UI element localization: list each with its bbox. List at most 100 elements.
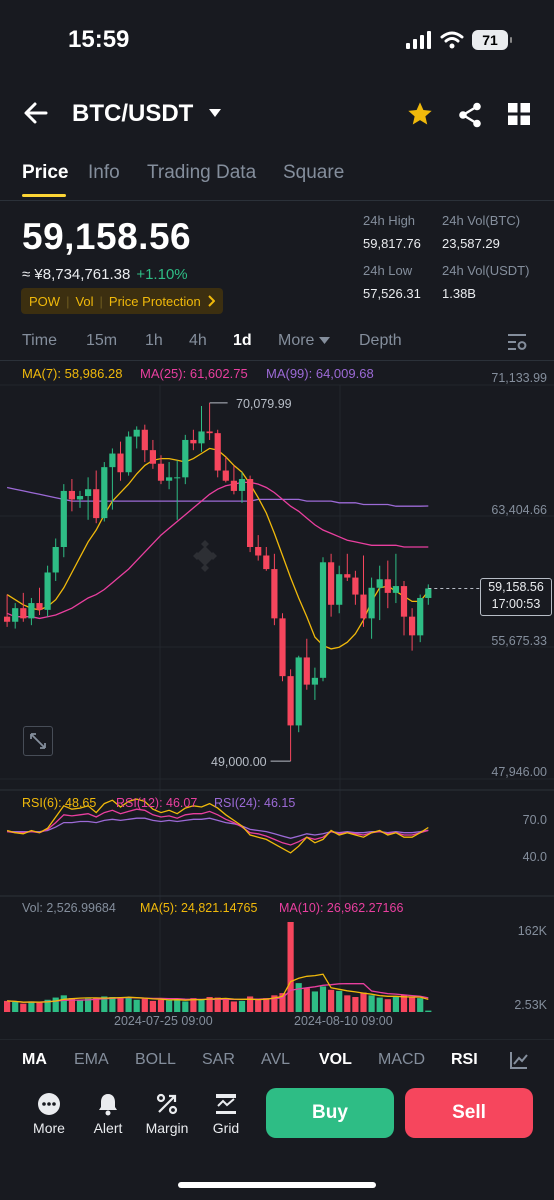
interval-time[interactable]: Time xyxy=(22,332,57,349)
candle xyxy=(174,460,181,520)
volume-bar xyxy=(238,1000,246,1012)
candle xyxy=(392,553,399,604)
more-label: More xyxy=(33,1120,65,1136)
candle xyxy=(425,584,432,605)
more-button[interactable]: More xyxy=(19,1088,79,1136)
chart-settings-icon[interactable] xyxy=(507,333,527,351)
last-price-tag[interactable]: 59,158.56 17:00:53 xyxy=(480,578,552,616)
interval-15m[interactable]: 15m xyxy=(86,332,118,349)
candle-body xyxy=(392,586,399,593)
candle-body xyxy=(109,453,116,468)
volume-bar xyxy=(117,998,124,1012)
volume-bar xyxy=(20,1003,27,1012)
candle-body xyxy=(352,577,359,595)
volume-bar xyxy=(295,983,302,1012)
tab-trading-data[interactable]: Trading Data xyxy=(147,162,257,183)
candle xyxy=(360,555,367,627)
back-arrow-icon[interactable] xyxy=(22,98,50,128)
price-change: +1.10% xyxy=(136,266,188,283)
alert-button[interactable]: Alert xyxy=(78,1088,138,1136)
indicator-boll[interactable]: BOLL xyxy=(135,1051,176,1068)
candle-body xyxy=(174,477,181,479)
volume-bar xyxy=(271,995,278,1012)
rsi12-label: RSI(12): 46.07 xyxy=(116,796,198,810)
candle xyxy=(101,462,108,522)
share-icon[interactable] xyxy=(458,102,482,128)
candle-body xyxy=(425,588,432,598)
volume-bar xyxy=(190,998,197,1012)
caret-down-icon[interactable] xyxy=(208,108,222,118)
tag-vol[interactable]: Vol xyxy=(75,293,94,309)
caret-down-icon xyxy=(319,337,331,344)
candle-body xyxy=(141,429,148,451)
layout-grid-icon[interactable] xyxy=(508,103,530,125)
vol-axis-top: 162K xyxy=(517,924,547,938)
candle-body xyxy=(85,489,92,497)
buy-button[interactable]: Buy xyxy=(266,1088,394,1138)
ma7-line xyxy=(6,447,429,650)
candle-body xyxy=(206,431,213,434)
candle xyxy=(255,535,262,561)
indicator-sar[interactable]: SAR xyxy=(202,1051,235,1068)
stat-low-label: 24h Low xyxy=(363,263,413,278)
volume-bar xyxy=(44,999,51,1012)
ma99-label: MA(99): 64,009.68 xyxy=(266,366,374,381)
pair-title[interactable]: BTC/USDT xyxy=(72,100,194,127)
indicator-chart-icon[interactable] xyxy=(510,1051,528,1069)
candle xyxy=(60,484,67,558)
interval-more[interactable]: More xyxy=(278,332,331,350)
candle xyxy=(36,587,43,615)
candle-body xyxy=(222,470,229,481)
candle xyxy=(76,490,84,508)
tag-pow[interactable]: POW xyxy=(29,293,61,309)
candle-body xyxy=(12,608,19,622)
indicator-ema[interactable]: EMA xyxy=(74,1051,109,1068)
interval-4h[interactable]: 4h xyxy=(189,332,207,349)
fiat-price: ≈ ¥8,734,761.38 +1.10% xyxy=(22,266,188,283)
status-icons: 71 xyxy=(406,30,512,50)
volume-bar xyxy=(263,998,270,1012)
candle-body xyxy=(279,618,286,677)
tag-bar[interactable]: POW | Vol | Price Protection xyxy=(21,288,223,314)
indicator-macd[interactable]: MACD xyxy=(378,1051,426,1068)
candle xyxy=(52,538,59,581)
favorite-star-icon[interactable] xyxy=(406,100,434,128)
candle-body xyxy=(60,490,67,547)
candlestick-chart[interactable] xyxy=(0,360,554,1040)
candle xyxy=(68,479,75,512)
candle xyxy=(303,638,310,690)
interval-1d[interactable]: 1d xyxy=(233,332,252,349)
volume-bar xyxy=(157,999,165,1012)
volume-bar xyxy=(149,1000,156,1012)
candle xyxy=(93,470,100,524)
expand-icon xyxy=(30,733,46,749)
interval-1h[interactable]: 1h xyxy=(145,332,163,349)
sell-button[interactable]: Sell xyxy=(405,1088,533,1138)
margin-percent-icon xyxy=(156,1093,178,1115)
alert-label: Alert xyxy=(93,1120,123,1136)
interval-depth[interactable]: Depth xyxy=(359,332,402,349)
indicator-rsi[interactable]: RSI xyxy=(451,1051,478,1068)
rsi-axis-40: 40.0 xyxy=(522,850,547,864)
volume-bar xyxy=(68,998,75,1012)
indicator-vol[interactable]: VOL xyxy=(319,1051,352,1068)
tab-price[interactable]: Price xyxy=(22,162,69,183)
grid-button[interactable]: Grid xyxy=(196,1088,256,1136)
volume-bar xyxy=(4,1000,11,1012)
indicator-avl[interactable]: AVL xyxy=(261,1051,291,1068)
volume-bar xyxy=(360,992,367,1012)
volume-bar xyxy=(247,996,254,1012)
vol-ma10-label: MA(10): 26,962.27166 xyxy=(279,901,404,915)
indicator-ma[interactable]: MA xyxy=(22,1051,47,1068)
fullscreen-button[interactable] xyxy=(23,726,53,756)
candle-body xyxy=(190,439,197,444)
volume-bar xyxy=(109,997,116,1012)
tab-info[interactable]: Info xyxy=(88,162,120,183)
candle xyxy=(198,405,205,452)
stat-vol-btc-label: 24h Vol(BTC) xyxy=(442,213,521,228)
ma99-line xyxy=(6,486,429,507)
tab-square[interactable]: Square xyxy=(283,162,345,183)
tag-price-protection[interactable]: Price Protection xyxy=(108,293,201,309)
margin-button[interactable]: Margin xyxy=(137,1088,197,1136)
stat-low-value: 57,526.31 xyxy=(363,286,421,301)
